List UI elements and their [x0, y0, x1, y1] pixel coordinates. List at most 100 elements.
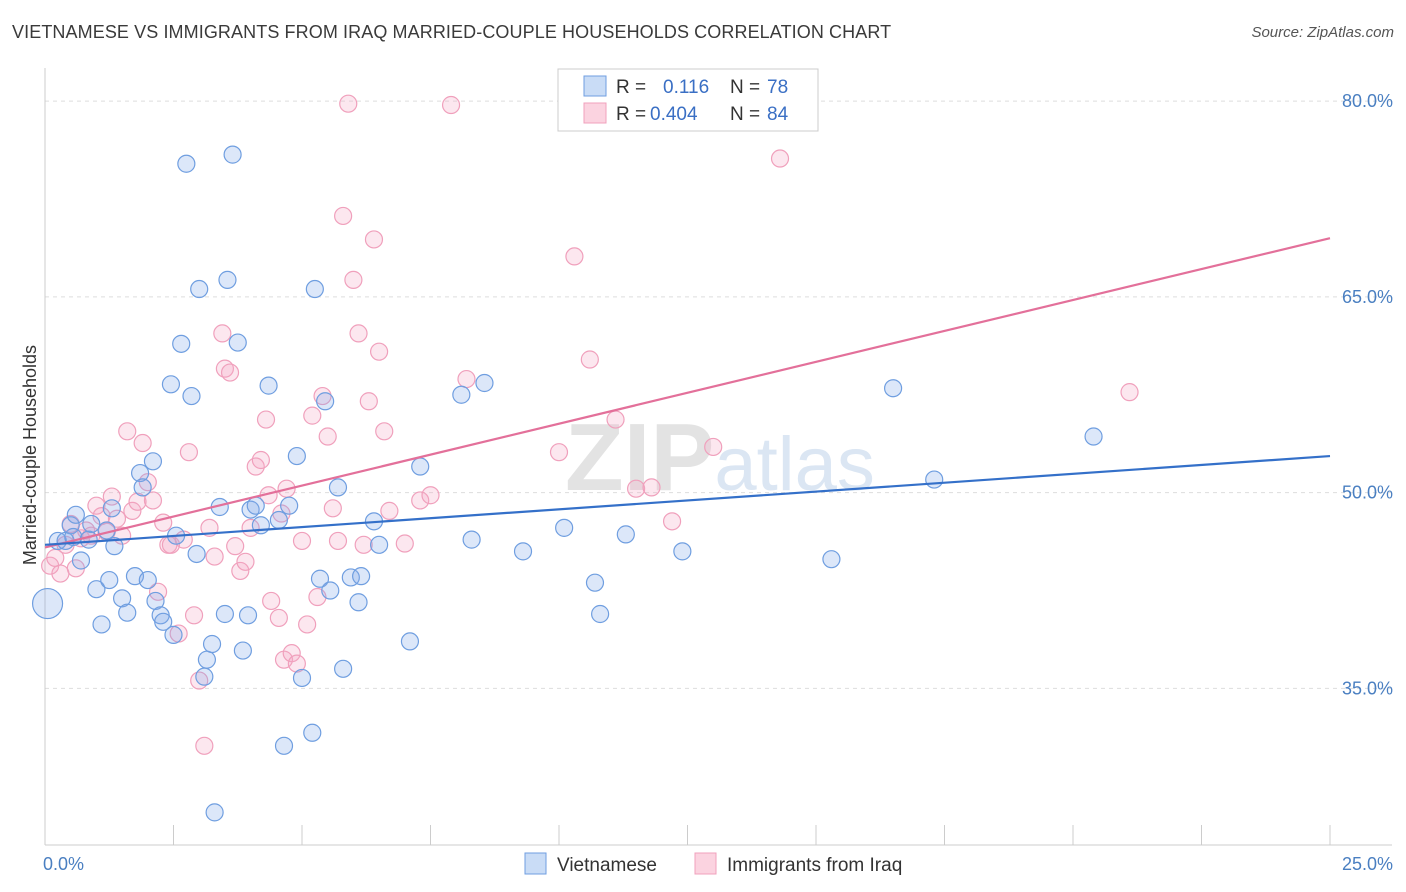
point-vietnamese: [202, 634, 222, 654]
point-iraq: [179, 443, 199, 462]
bottom-legend-swatch-vietnamese: [524, 852, 547, 875]
point-vietnamese: [513, 542, 533, 561]
point-iraq: [354, 535, 373, 554]
point-iraq: [334, 206, 353, 226]
point-vietnamese: [310, 569, 330, 588]
chart-title: VIETNAMESE VS IMMIGRANTS FROM IRAQ MARRI…: [12, 22, 892, 42]
point-iraq: [143, 491, 163, 510]
point-vietnamese: [269, 510, 288, 530]
point-iraq: [606, 410, 625, 429]
point-vietnamese: [154, 612, 173, 631]
point-vietnamese: [164, 625, 183, 644]
point-vietnamese: [228, 333, 247, 352]
point-iraq: [1120, 383, 1139, 402]
point-iraq: [626, 479, 646, 498]
point-iraq: [236, 552, 255, 571]
point-iraq: [359, 392, 378, 411]
bottom-legend-label-vietnamese: Vietnamese: [557, 855, 657, 876]
point-vietnamese: [79, 530, 98, 549]
point-iraq: [128, 492, 147, 511]
legend-n-label-iraq: N =: [730, 104, 760, 125]
point-iraq: [195, 736, 214, 755]
point-vietnamese: [187, 544, 206, 564]
point-iraq: [205, 547, 224, 566]
point-iraq: [349, 324, 368, 343]
point-iraq: [220, 363, 240, 382]
point-vietnamese: [555, 518, 574, 537]
x-tick-labels: 0.0% 25.0%: [43, 854, 1393, 874]
point-iraq: [770, 149, 790, 168]
point-vietnamese: [138, 570, 157, 590]
watermark-zip: ZIP: [565, 404, 714, 511]
point-vietnamese: [92, 615, 111, 634]
point-iraq: [282, 644, 301, 663]
point-iraq: [318, 427, 337, 446]
trend-lines: [44, 237, 1331, 549]
point-iraq: [565, 247, 584, 266]
point-vietnamese: [182, 386, 201, 406]
point-iraq: [704, 437, 723, 457]
legend-r-value-vietnamese: 0.116: [663, 77, 709, 98]
y-tick-labels: 80.0% 65.0% 50.0% 35.0%: [1342, 91, 1393, 698]
point-vietnamese: [31, 587, 64, 620]
point-iraq: [226, 537, 245, 556]
point-vietnamese: [287, 446, 306, 466]
source-label: Source: ZipAtlas.com: [1251, 24, 1394, 41]
point-iraq: [457, 369, 476, 389]
point-iraq: [364, 230, 384, 249]
point-iraq: [580, 350, 599, 369]
point-iraq: [323, 499, 342, 518]
point-iraq: [87, 496, 106, 515]
point-iraq: [642, 478, 661, 497]
point-vietnamese: [177, 154, 196, 173]
trend-line-iraq: [44, 237, 1331, 549]
point-vietnamese: [197, 650, 217, 669]
point-vietnamese: [82, 514, 101, 534]
point-iraq: [339, 94, 358, 113]
point-iraq: [123, 501, 142, 520]
point-vietnamese: [246, 496, 265, 515]
point-iraq: [375, 422, 394, 441]
point-iraq: [380, 501, 399, 520]
point-vietnamese: [146, 591, 165, 611]
point-vietnamese: [883, 379, 903, 398]
point-iraq: [549, 443, 569, 462]
point-iraq: [269, 608, 288, 628]
legend-n-value-iraq: 84: [767, 104, 789, 125]
legend-box: R = 0.116 N = 78 R = 0.404 N = 84: [557, 68, 819, 132]
point-vietnamese: [303, 723, 322, 742]
point-vietnamese: [585, 573, 605, 592]
point-vietnamese: [321, 581, 340, 600]
point-iraq: [303, 406, 322, 425]
point-vietnamese: [411, 457, 430, 476]
legend-n-label-vietnamese: N =: [730, 77, 760, 98]
point-iraq: [292, 531, 312, 551]
point-vietnamese: [349, 593, 368, 612]
point-vietnamese: [334, 659, 353, 678]
point-vietnamese: [400, 632, 420, 651]
point-vietnamese: [218, 270, 237, 289]
point-vietnamese: [161, 375, 181, 394]
point-vietnamese: [87, 580, 106, 599]
point-vietnamese: [822, 550, 841, 569]
watermark: ZIPatlas: [565, 404, 875, 511]
point-vietnamese: [259, 376, 278, 395]
point-iraq: [133, 433, 152, 453]
y-tick-label: 80.0%: [1342, 91, 1393, 111]
point-vietnamese: [205, 803, 224, 822]
legend-swatch-iraq: [583, 102, 607, 124]
point-iraq: [262, 591, 281, 611]
point-vietnamese: [673, 542, 692, 561]
point-vietnamese: [1084, 427, 1103, 446]
point-iraq: [184, 606, 204, 625]
point-vietnamese: [190, 279, 209, 299]
y-tick-label: 35.0%: [1342, 678, 1393, 698]
point-vietnamese: [215, 604, 234, 624]
point-iraq: [138, 473, 157, 492]
point-iraq: [411, 491, 430, 510]
point-vietnamese: [233, 641, 252, 660]
bottom-legend: Vietnamese Immigrants from Iraq: [524, 852, 902, 876]
point-vietnamese: [292, 668, 312, 688]
watermark-atlas: atlas: [714, 422, 875, 507]
